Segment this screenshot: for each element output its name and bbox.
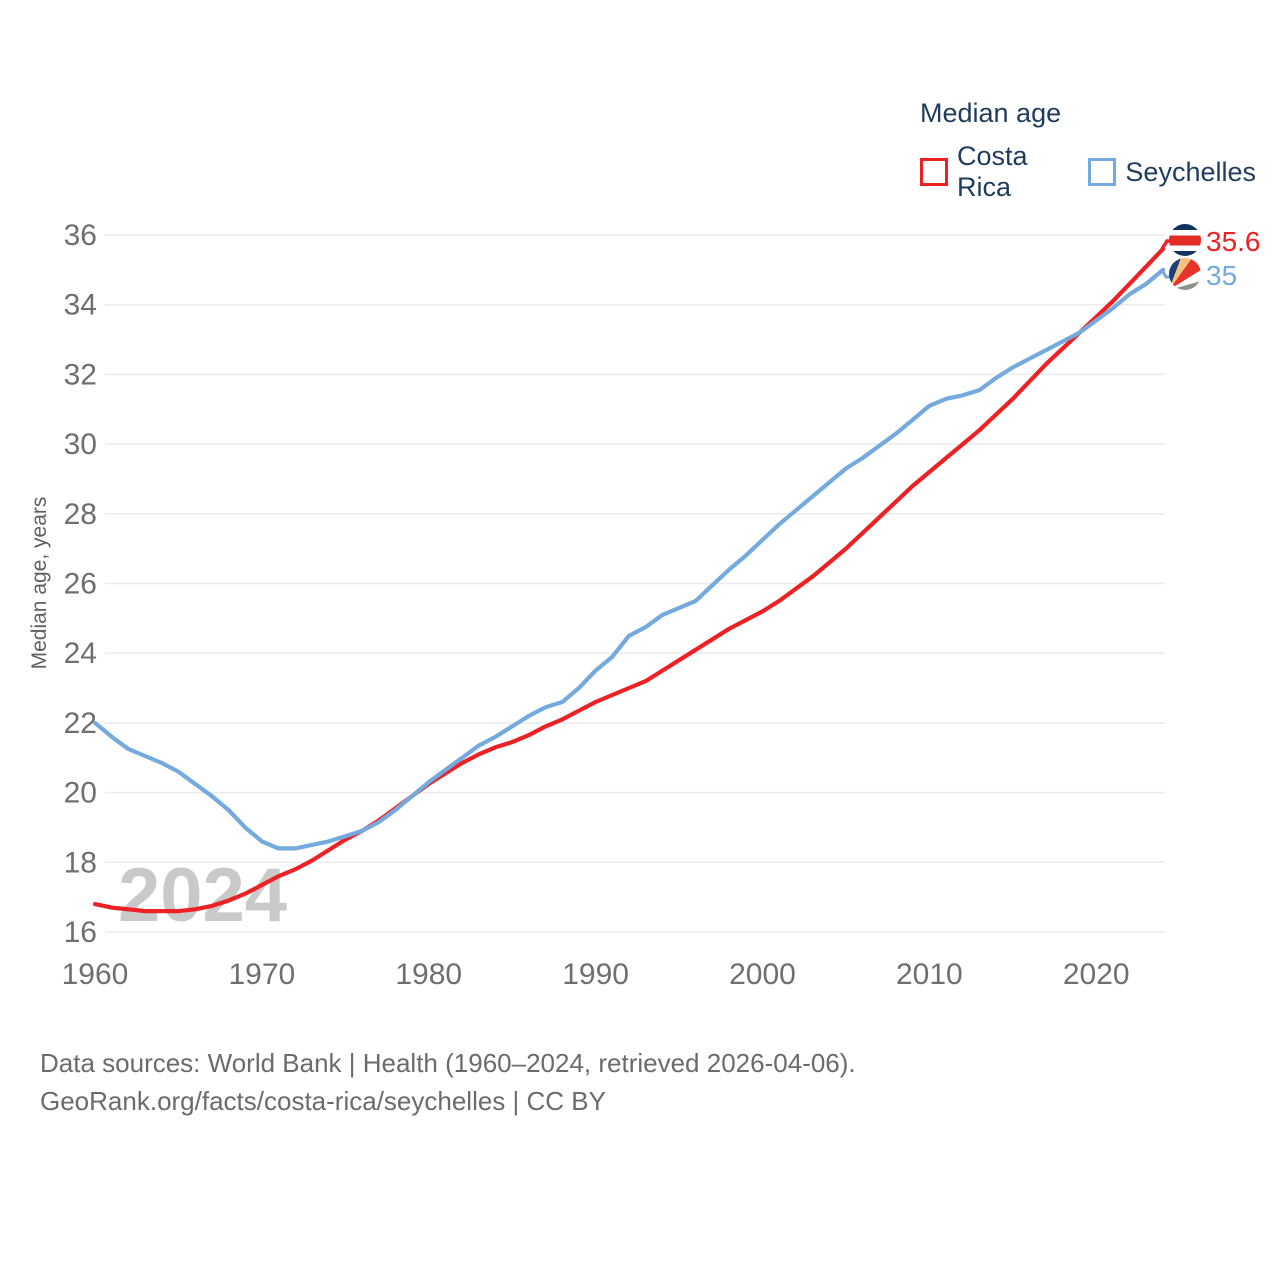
seychelles-swatch-icon bbox=[1088, 158, 1117, 186]
x-tick-label-1970: 1970 bbox=[229, 958, 296, 991]
y-tick-label-26: 26 bbox=[64, 568, 97, 601]
x-tick-label-1990: 1990 bbox=[562, 958, 629, 991]
legend-label-costa-rica: Costa Rica bbox=[957, 141, 1028, 202]
x-tick-label-2000: 2000 bbox=[729, 958, 796, 991]
series-lines-layer bbox=[92, 246, 1166, 914]
y-axis-title: Median age, years bbox=[28, 497, 51, 670]
y-tick-label-22: 22 bbox=[64, 707, 97, 740]
x-tick-label-1980: 1980 bbox=[395, 958, 462, 991]
y-tick-label-32: 32 bbox=[64, 358, 97, 391]
legend-item-seychelles: Seychelles bbox=[1088, 157, 1256, 188]
x-tick-label-2010: 2010 bbox=[896, 958, 963, 991]
seychelles-line bbox=[92, 267, 1166, 851]
seychelles-end-value: 35 bbox=[1206, 260, 1237, 291]
y-tick-label-24: 24 bbox=[64, 637, 97, 670]
seychelles-flag-icon bbox=[1169, 258, 1201, 290]
y-tick-label-36: 36 bbox=[64, 219, 97, 252]
costa-rica-end-value: 35.6 bbox=[1206, 226, 1261, 257]
footer-sources: Data sources: World Bank | Health (1960–… bbox=[40, 1048, 856, 1078]
grid-layer bbox=[105, 234, 1165, 933]
footer: Data sources: World Bank | Health (1960–… bbox=[40, 1044, 856, 1120]
legend-row: Costa Rica Seychelles bbox=[920, 141, 1280, 203]
legend-label-seychelles: Seychelles bbox=[1125, 156, 1256, 187]
legend-title: Median age bbox=[920, 98, 1062, 128]
costa-rica-swatch-icon bbox=[920, 158, 948, 186]
legend: Median age Costa Rica Seychelles bbox=[920, 98, 1280, 203]
y-tick-label-34: 34 bbox=[64, 289, 97, 322]
y-tick-label-16: 16 bbox=[64, 916, 97, 949]
y-tick-label-18: 18 bbox=[64, 846, 97, 879]
y-tick-label-30: 30 bbox=[64, 428, 97, 461]
legend-item-costa-rica: Costa Rica bbox=[920, 141, 1064, 203]
ticks-layer: 16 18 20 22 24 26 28 30 32 34 36 1960 1970 1980 1990 20… bbox=[62, 219, 1130, 991]
x-tick-label-2020: 2020 bbox=[1063, 958, 1130, 991]
costa-rica-line bbox=[92, 246, 1166, 914]
costa-rica-flag-icon bbox=[1169, 224, 1201, 256]
y-tick-label-28: 28 bbox=[64, 498, 97, 531]
y-tick-label-20: 20 bbox=[64, 777, 97, 810]
x-tick-label-1960: 1960 bbox=[62, 958, 129, 991]
watermark: 2024 bbox=[118, 853, 287, 938]
footer-url: GeoRank.org/facts/costa-rica/seychelles … bbox=[40, 1086, 606, 1116]
